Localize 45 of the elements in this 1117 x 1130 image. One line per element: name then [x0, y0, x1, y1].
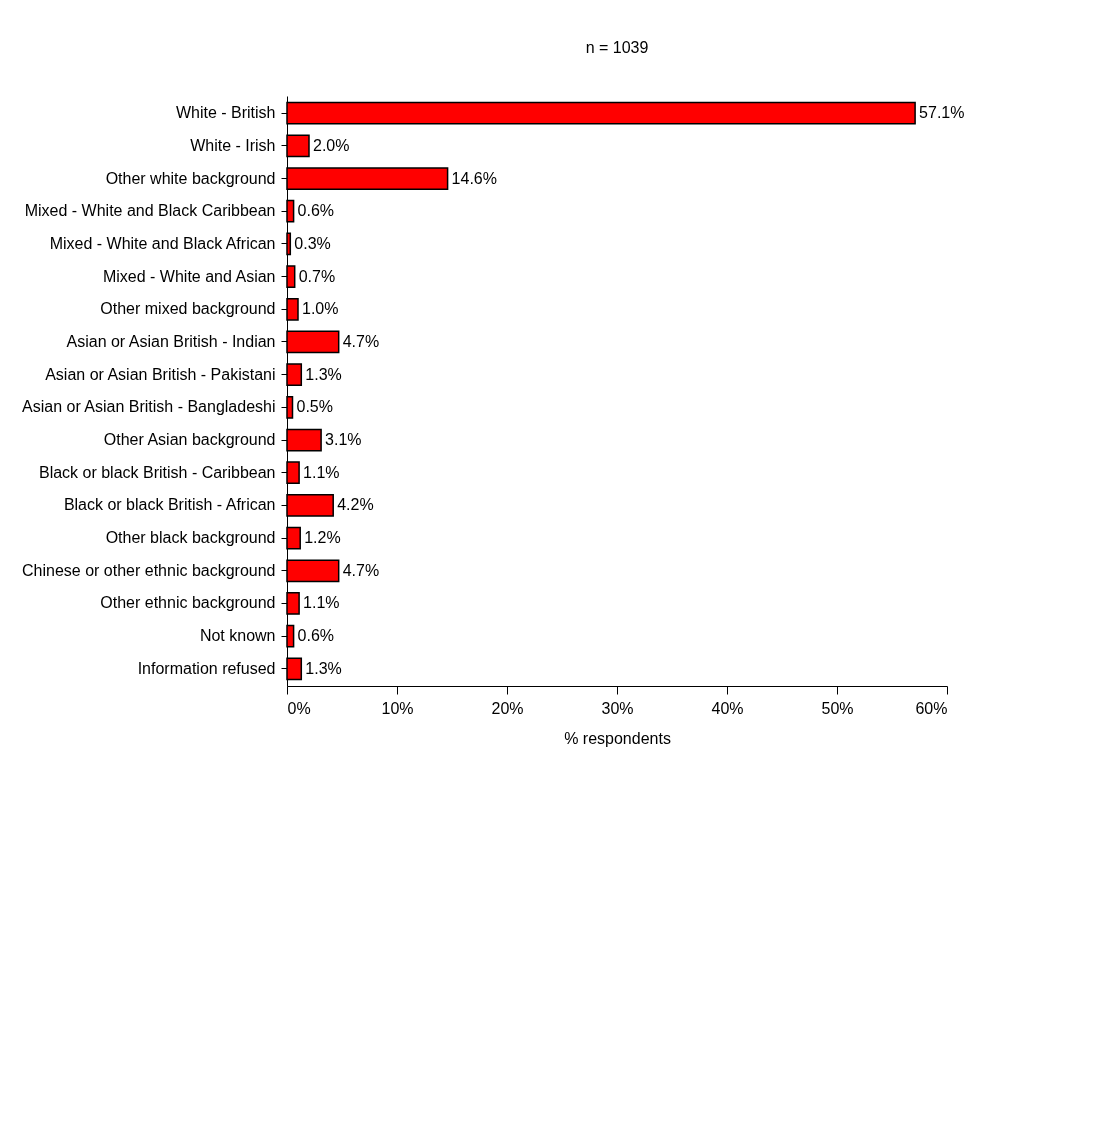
- y-tick-label: Chinese or other ethnic background: [22, 561, 276, 579]
- y-tick-label: Asian or Asian British - Indian: [66, 332, 276, 350]
- data-label: 0.3%: [294, 234, 331, 252]
- y-tick-label: White - British: [175, 104, 276, 122]
- data-label: 1.2%: [304, 529, 341, 547]
- x-tick-label: 30%: [601, 699, 634, 717]
- y-tick-label: Asian or Asian British - Bangladeshi: [22, 398, 276, 416]
- y-tick-label: Other white background: [105, 169, 276, 187]
- data-label: 0.6%: [297, 627, 335, 645]
- x-tick-label: 40%: [711, 699, 744, 717]
- y-tick-label: Other black background: [105, 529, 276, 547]
- data-label: 4.7%: [342, 561, 380, 579]
- data-label: 3.1%: [325, 431, 362, 449]
- x-axis-title: % respondents: [564, 729, 671, 747]
- data-label: 1.3%: [305, 659, 342, 677]
- x-tick-label: 50%: [821, 699, 854, 717]
- y-tick-label: Black or black British - Caribbean: [38, 463, 276, 481]
- y-tick-label: Other Asian background: [103, 431, 276, 449]
- x-tick-label: 10%: [381, 699, 414, 717]
- y-tick-label: Mixed - White and Asian: [102, 267, 276, 285]
- y-tick-label: Black or black British - African: [63, 496, 276, 514]
- y-tick-label: White - Irish: [190, 136, 276, 154]
- data-label: 14.6%: [451, 169, 497, 187]
- data-label: 0.5%: [296, 398, 333, 416]
- y-tick-label: Mixed - White and Black African: [49, 234, 276, 252]
- y-tick-label: Other mixed background: [100, 300, 276, 318]
- data-label: 1.1%: [303, 594, 340, 612]
- chart-title: n = 1039: [585, 39, 649, 56]
- x-tick-label: 60%: [915, 699, 948, 717]
- x-tick-label: 20%: [491, 699, 524, 717]
- x-tick-label: 0%: [287, 699, 311, 717]
- data-label: 4.7%: [342, 332, 380, 350]
- y-tick-label: Other ethnic background: [100, 594, 276, 612]
- data-label: 0.6%: [297, 202, 335, 220]
- y-tick-label: Not known: [199, 627, 276, 645]
- data-label: 1.3%: [305, 365, 342, 383]
- y-tick-label: Mixed - White and Black Caribbean: [24, 202, 276, 220]
- data-label: 2.0%: [313, 136, 350, 154]
- data-label: 1.1%: [303, 463, 340, 481]
- data-label: 0.7%: [298, 267, 336, 285]
- data-label: 57.1%: [919, 104, 965, 122]
- y-tick-label: Asian or Asian British - Pakistani: [45, 365, 276, 383]
- data-label: 1.0%: [302, 300, 339, 318]
- data-label: 4.2%: [337, 496, 374, 514]
- y-tick-label: Information refused: [137, 659, 276, 677]
